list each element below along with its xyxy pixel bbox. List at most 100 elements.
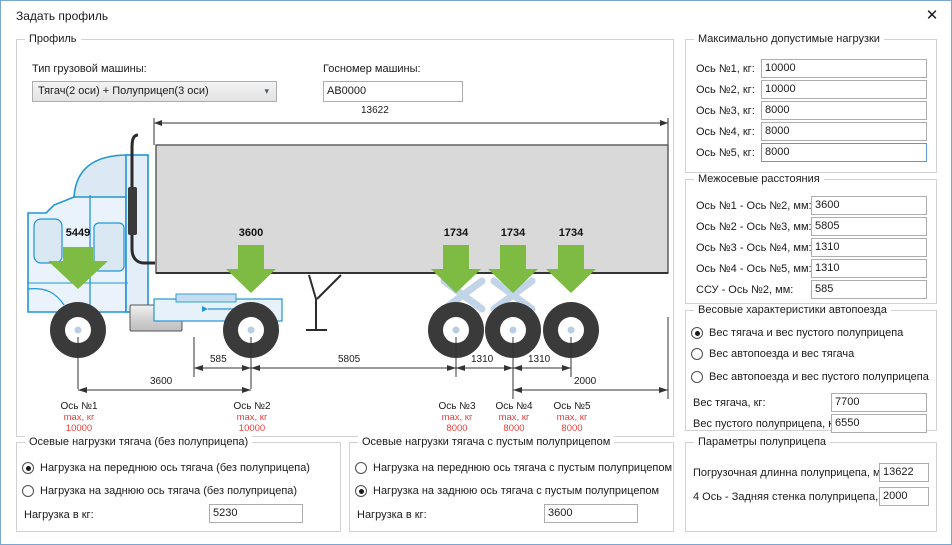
axle-caption-4: Ось №4 max, кг 8000: [487, 401, 541, 434]
truck-diagram: 5449 3600 1734 1734 1734 13622 585 5805 …: [16, 37, 674, 437]
axle-caption-2-name: Ось №2: [233, 401, 271, 412]
tractor-load-field-label: Нагрузка в кг:: [24, 509, 94, 521]
max-loads-legend: Максимально допустимые нагрузки: [694, 33, 884, 45]
axle-caption-5-name: Ось №5: [553, 401, 591, 412]
axle-caption-1: Ось №1 max, кг 10000: [52, 401, 106, 434]
dimension-585: 585: [210, 354, 227, 365]
wheel-axle-5: [543, 302, 599, 358]
wheel-axle-1: [50, 302, 106, 358]
tractor-load-input[interactable]: 5230: [209, 504, 303, 523]
axle-caption-1-name: Ось №1: [60, 401, 98, 412]
max-load-3-input[interactable]: 8000: [761, 101, 927, 120]
axle-caption-2-value: 10000: [238, 423, 266, 434]
max-load-4-input[interactable]: 8000: [761, 122, 927, 141]
weight-option-2-label: Вес автопоезда и вес тягача: [709, 348, 855, 360]
axle-load-4: 1734: [500, 227, 526, 239]
tractor-empty-trailer-group: Осевые нагрузки тягача с пустым полуприц…: [349, 436, 674, 532]
tractor-load-option-rear[interactable]: Нагрузка на заднюю ось тягача (без полуп…: [22, 485, 297, 497]
tractor-weight-label: Вес тягача, кг:: [693, 397, 766, 409]
trailer-params-legend: Параметры полуприцепа: [694, 436, 831, 448]
empty-trailer-option-rear-label: Нагрузка на заднюю ось тягача с пустым п…: [373, 485, 660, 497]
dimension-1310-a: 1310: [471, 354, 494, 365]
close-icon[interactable]: ✕: [925, 6, 939, 24]
axle-load-5: 1734: [558, 227, 584, 239]
axle-distance-group: Межосевые расстояния: [685, 173, 937, 304]
tractor-load-option-front[interactable]: Нагрузка на переднюю ось тягача (без пол…: [22, 462, 310, 474]
dimension-5805: 5805: [338, 354, 361, 365]
tractor-load-option-rear-label: Нагрузка на заднюю ось тягача (без полуп…: [40, 485, 298, 497]
axle-dist-5-label: ССУ - Ось №2, мм:: [696, 284, 794, 296]
plate-label: Госномер машины:: [323, 63, 421, 75]
empty-trailer-option-front-label: Нагрузка на переднюю ось тягача с пустым…: [373, 462, 673, 474]
axle-caption-3: Ось №3 max, кг 8000: [430, 401, 484, 434]
weight-option-3[interactable]: Вес автопоезда и вес пустого полуприцепа: [691, 371, 929, 383]
axle-caption-2: Ось №2 max, кг 10000: [225, 401, 279, 434]
plate-input[interactable]: AB0000: [323, 81, 463, 102]
axle4-rear-wall-label: 4 Ось - Задняя стенка полуприцепа, мм:: [693, 491, 900, 503]
truck-type-select[interactable]: Тягач(2 оси) + Полуприцеп(3 оси) ▾: [32, 81, 277, 102]
trailer-params-group: Параметры полуприцепа: [685, 436, 937, 532]
wheel-axle-3: [428, 302, 484, 358]
tractor-weight-input[interactable]: 7700: [831, 393, 927, 412]
radio-icon: [691, 348, 703, 360]
dimension-2000: 2000: [574, 376, 597, 387]
radio-icon: [691, 327, 703, 339]
empty-trailer-weight-input[interactable]: 6550: [831, 414, 927, 433]
radio-icon: [691, 371, 703, 383]
max-load-2-label: Ось №2, кг:: [696, 84, 755, 96]
dimension-3600: 3600: [150, 376, 173, 387]
tractor-loads-legend: Осевые нагрузки тягача (без полуприцепа): [25, 436, 253, 448]
axle-dist-1-input[interactable]: 3600: [811, 196, 927, 215]
radio-icon: [22, 485, 34, 497]
empty-trailer-load-input[interactable]: 3600: [544, 504, 638, 523]
axle-distance-legend: Межосевые расстояния: [694, 173, 824, 185]
empty-trailer-weight-label: Вес пустого полуприцепа, кг:: [693, 418, 841, 430]
chevron-down-icon: ▾: [264, 86, 269, 96]
axle-dist-3-input[interactable]: 1310: [811, 238, 927, 257]
axle-dist-4-label: Ось №4 - Ось №5, мм:: [696, 263, 812, 275]
axle4-rear-wall-input[interactable]: 2000: [879, 487, 929, 506]
truck-type-label: Тип грузовой машины:: [32, 63, 147, 75]
axle-dist-4-input[interactable]: 1310: [811, 259, 927, 278]
title-bar: Задать профиль ✕: [1, 1, 951, 30]
axle-dist-2-input[interactable]: 5805: [811, 217, 927, 236]
axle-caption-4-name: Ось №4: [495, 401, 533, 412]
weight-option-1-label: Вес тягача и вес пустого полуприцепа: [709, 327, 904, 339]
empty-trailer-option-front[interactable]: Нагрузка на переднюю ось тягача с пустым…: [355, 462, 672, 474]
axle-dist-3-label: Ось №3 - Ось №4, мм:: [696, 242, 812, 254]
wheel-axle-2: [223, 302, 279, 358]
weight-option-1[interactable]: Вес тягача и вес пустого полуприцепа: [691, 327, 903, 339]
empty-trailer-option-rear[interactable]: Нагрузка на заднюю ось тягача с пустым п…: [355, 485, 659, 497]
weight-option-3-label: Вес автопоезда и вес пустого полуприцепа: [709, 371, 929, 383]
profile-group: Профиль: [16, 33, 674, 437]
axle-caption-3-value: 8000: [446, 423, 468, 434]
weight-group-legend: Весовые характеристики автопоезда: [694, 304, 891, 316]
max-load-3-label: Ось №3, кг:: [696, 105, 755, 117]
truck-type-value: Тягач(2 оси) + Полуприцеп(3 оси): [38, 85, 209, 97]
weight-option-2[interactable]: Вес автопоезда и вес тягача: [691, 348, 854, 360]
max-load-5-label: Ось №5, кг:: [696, 147, 755, 159]
max-load-4-label: Ось №4, кг:: [696, 126, 755, 138]
axle-dist-1-label: Ось №1 - Ось №2, мм:: [696, 200, 812, 212]
max-load-1-label: Ось №1, кг:: [696, 63, 755, 75]
tractor-empty-trailer-legend: Осевые нагрузки тягача с пустым полуприц…: [358, 436, 615, 448]
load-length-input[interactable]: 13622: [879, 463, 929, 482]
max-load-1-input[interactable]: 10000: [761, 59, 927, 78]
axle-dist-5-input[interactable]: 585: [811, 280, 927, 299]
tractor-loads-group: Осевые нагрузки тягача (без полуприцепа): [16, 436, 341, 532]
axle-load-2: 3600: [238, 227, 264, 239]
axle-caption-5-unit: max, кг: [556, 412, 588, 423]
dimension-1310-b: 1310: [528, 354, 551, 365]
max-load-2-input[interactable]: 10000: [761, 80, 927, 99]
axle-load-3: 1734: [443, 227, 469, 239]
axle-caption-5: Ось №5 max, кг 8000: [545, 401, 599, 434]
axle-caption-3-name: Ось №3: [438, 401, 476, 412]
axle-load-1: 5449: [65, 227, 91, 239]
empty-trailer-field-label: Нагрузка в кг:: [357, 509, 427, 521]
axle-caption-4-unit: max, кг: [498, 412, 530, 423]
dimension-total-length: 13622: [361, 105, 389, 116]
max-load-5-input[interactable]: 8000: [761, 143, 927, 162]
axle-caption-4-value: 8000: [503, 423, 525, 434]
axle-caption-2-unit: max, кг: [236, 412, 268, 423]
